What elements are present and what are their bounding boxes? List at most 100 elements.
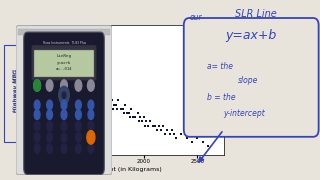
Point <box>120 107 125 110</box>
Point <box>90 82 95 85</box>
Point <box>54 53 59 56</box>
FancyBboxPatch shape <box>16 26 112 175</box>
Circle shape <box>46 80 53 91</box>
Point <box>169 128 174 131</box>
Circle shape <box>61 132 67 142</box>
Point <box>45 40 51 43</box>
Text: y-intercept: y-intercept <box>224 109 265 118</box>
Point <box>118 107 123 110</box>
Circle shape <box>61 100 67 110</box>
Point <box>150 124 155 127</box>
Point <box>88 86 93 89</box>
Point <box>72 66 77 68</box>
Point <box>92 91 98 94</box>
Point <box>99 91 104 94</box>
Point <box>173 137 179 140</box>
Point <box>131 116 136 119</box>
Circle shape <box>62 92 66 98</box>
Circle shape <box>34 80 41 91</box>
Point <box>165 128 170 131</box>
Circle shape <box>61 80 68 91</box>
Point <box>128 116 133 119</box>
Point <box>148 120 153 123</box>
Text: Highway MPG: Highway MPG <box>13 68 19 112</box>
Circle shape <box>76 110 81 120</box>
Point <box>156 124 162 127</box>
Circle shape <box>88 100 94 110</box>
Point <box>189 141 195 144</box>
Point <box>141 116 147 119</box>
Point <box>144 120 149 123</box>
Circle shape <box>61 144 67 154</box>
FancyBboxPatch shape <box>18 29 110 35</box>
Point <box>94 95 100 98</box>
Text: Texas Instruments  TI-83 Plus: Texas Instruments TI-83 Plus <box>42 41 86 45</box>
Point <box>80 78 85 81</box>
Circle shape <box>34 80 41 91</box>
Point <box>75 74 80 77</box>
Point <box>82 82 87 85</box>
Point <box>58 49 63 52</box>
Point <box>146 124 151 127</box>
Text: y=ax+b: y=ax+b <box>226 30 277 42</box>
Circle shape <box>76 100 81 110</box>
Point <box>161 124 166 127</box>
Circle shape <box>34 121 40 131</box>
Circle shape <box>76 121 81 131</box>
Circle shape <box>88 132 94 142</box>
Point <box>126 112 132 114</box>
Point <box>124 112 130 114</box>
FancyBboxPatch shape <box>184 18 319 137</box>
Circle shape <box>34 110 40 120</box>
Point <box>122 103 127 106</box>
Circle shape <box>47 132 52 142</box>
Point <box>104 99 109 102</box>
Point <box>116 99 121 102</box>
Point <box>77 70 83 73</box>
Text: LinReg: LinReg <box>57 54 71 58</box>
Circle shape <box>34 100 40 110</box>
Circle shape <box>47 144 52 154</box>
Point <box>107 99 112 102</box>
Point <box>154 128 159 131</box>
Point <box>205 145 211 148</box>
FancyBboxPatch shape <box>24 32 104 175</box>
Circle shape <box>88 144 94 154</box>
Circle shape <box>47 100 52 110</box>
Point <box>115 107 120 110</box>
Text: slope: slope <box>237 76 258 86</box>
Point <box>137 116 142 119</box>
Point <box>171 132 176 135</box>
Text: our: our <box>189 14 202 22</box>
Point <box>56 57 61 60</box>
Point <box>83 74 88 77</box>
Point <box>106 103 111 106</box>
Point <box>114 103 119 106</box>
Point <box>152 124 157 127</box>
Point <box>109 99 115 102</box>
Point <box>200 141 205 144</box>
Point <box>112 103 117 106</box>
Text: a=-.014: a=-.014 <box>56 67 72 71</box>
Y-axis label: Highway MPG: Highway MPG <box>14 68 20 112</box>
Point <box>133 116 138 119</box>
Point <box>97 86 102 89</box>
Circle shape <box>75 80 82 91</box>
Circle shape <box>88 121 94 131</box>
Point <box>105 95 110 98</box>
Point <box>103 91 108 94</box>
Point <box>142 124 148 127</box>
Circle shape <box>47 110 52 120</box>
Circle shape <box>88 110 94 120</box>
Point <box>89 78 94 81</box>
Text: y=ax+b: y=ax+b <box>57 61 71 65</box>
FancyBboxPatch shape <box>31 45 97 81</box>
Point <box>61 57 67 60</box>
Circle shape <box>34 144 40 154</box>
Circle shape <box>34 132 40 142</box>
Circle shape <box>59 86 69 104</box>
Point <box>85 82 90 85</box>
Point <box>101 95 106 98</box>
Point <box>65 66 70 68</box>
Point <box>158 128 164 131</box>
